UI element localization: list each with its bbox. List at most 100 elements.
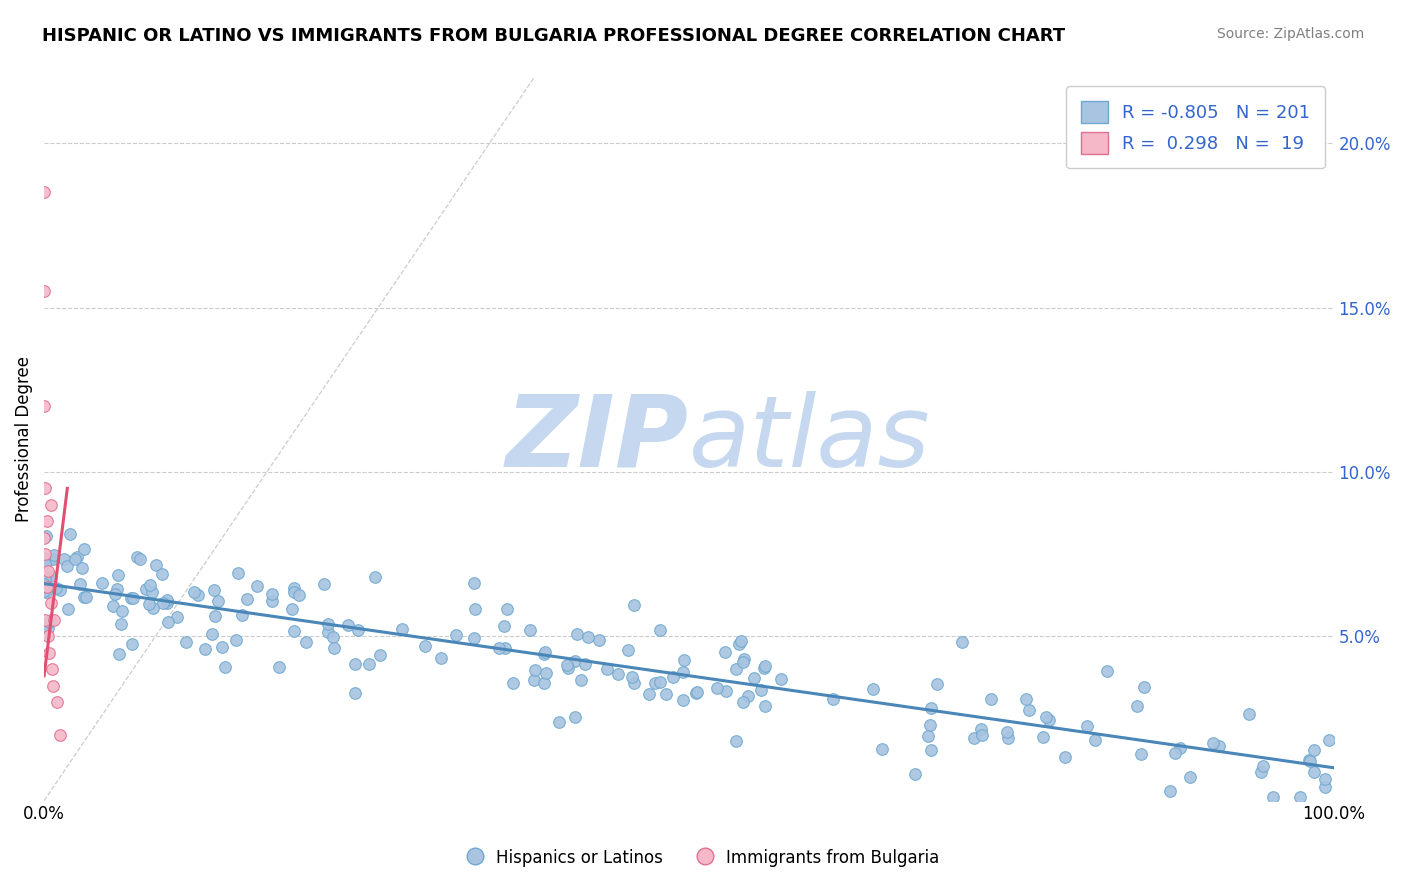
Point — [225, 632, 247, 647]
Point — [187, 588, 209, 602]
Point — [145, 558, 167, 572]
Point — [72, 561, 94, 575]
Point — [463, 631, 485, 645]
Point — [35, 585, 58, 599]
Point — [322, 631, 344, 645]
Point — [231, 607, 253, 622]
Point — [34, 481, 56, 495]
Point — [346, 623, 368, 637]
Point — [122, 591, 145, 606]
Point — [280, 602, 302, 616]
Point — [135, 582, 157, 597]
Point — [1038, 713, 1060, 727]
Text: HISPANIC OR LATINO VS IMMIGRANTS FROM BULGARIA PROFESSIONAL DEGREE CORRELATION C: HISPANIC OR LATINO VS IMMIGRANTS FROM BU… — [42, 27, 1066, 45]
Point — [39, 552, 62, 566]
Point — [32, 531, 55, 545]
Point — [731, 656, 754, 670]
Point — [444, 628, 467, 642]
Point — [37, 629, 59, 643]
Point — [391, 622, 413, 636]
Point — [644, 675, 666, 690]
Point — [142, 601, 165, 615]
Point — [970, 728, 993, 742]
Point — [48, 582, 70, 597]
Point — [174, 635, 197, 649]
Point — [35, 514, 58, 528]
Point — [1237, 707, 1260, 722]
Point — [1313, 772, 1336, 786]
Point — [262, 587, 284, 601]
Point — [32, 627, 55, 641]
Point — [576, 631, 599, 645]
Point — [1076, 719, 1098, 733]
Point — [1163, 746, 1185, 760]
Point — [32, 584, 55, 599]
Point — [904, 767, 927, 781]
Point — [236, 591, 259, 606]
Point — [39, 569, 62, 583]
Point — [533, 676, 555, 690]
Point — [621, 670, 644, 684]
Point — [980, 691, 1002, 706]
Point — [724, 661, 747, 675]
Point — [267, 660, 290, 674]
Point — [262, 594, 284, 608]
Point — [596, 662, 619, 676]
Point — [1299, 755, 1322, 769]
Point — [1250, 764, 1272, 779]
Point — [42, 552, 65, 566]
Point — [125, 549, 148, 564]
Point — [91, 576, 114, 591]
Point — [38, 615, 60, 630]
Y-axis label: Professional Degree: Professional Degree — [15, 356, 32, 522]
Point — [685, 685, 707, 699]
Point — [870, 741, 893, 756]
Point — [1168, 741, 1191, 756]
Point — [66, 549, 89, 564]
Point — [672, 693, 695, 707]
Point — [574, 657, 596, 672]
Point — [39, 596, 62, 610]
Point — [496, 602, 519, 616]
Point — [997, 731, 1019, 745]
Point — [72, 541, 94, 556]
Point — [368, 648, 391, 663]
Point — [63, 551, 86, 566]
Point — [1208, 739, 1230, 753]
Point — [569, 673, 592, 687]
Point — [45, 581, 67, 595]
Legend: R = -0.805   N = 201, R =  0.298   N =  19: R = -0.805 N = 201, R = 0.298 N = 19 — [1066, 87, 1324, 169]
Point — [59, 526, 82, 541]
Point — [742, 671, 765, 685]
Point — [950, 634, 973, 648]
Point — [524, 663, 547, 677]
Point — [32, 186, 55, 200]
Point — [32, 399, 55, 413]
Point — [150, 566, 173, 581]
Point — [706, 681, 728, 695]
Point — [557, 661, 579, 675]
Point — [337, 618, 360, 632]
Point — [108, 648, 131, 662]
Point — [862, 682, 884, 697]
Point — [34, 572, 56, 586]
Point — [35, 580, 58, 594]
Point — [207, 593, 229, 607]
Point — [714, 645, 737, 659]
Point — [1263, 790, 1285, 805]
Point — [56, 559, 79, 574]
Point — [121, 637, 143, 651]
Point — [565, 627, 588, 641]
Point — [1303, 742, 1326, 756]
Point — [357, 657, 380, 672]
Point — [32, 550, 55, 565]
Point — [152, 596, 174, 610]
Point — [283, 581, 305, 595]
Point — [138, 597, 160, 611]
Point — [962, 731, 984, 746]
Point — [733, 652, 755, 666]
Point — [183, 585, 205, 599]
Point — [754, 659, 776, 673]
Point — [920, 743, 942, 757]
Point — [120, 591, 142, 605]
